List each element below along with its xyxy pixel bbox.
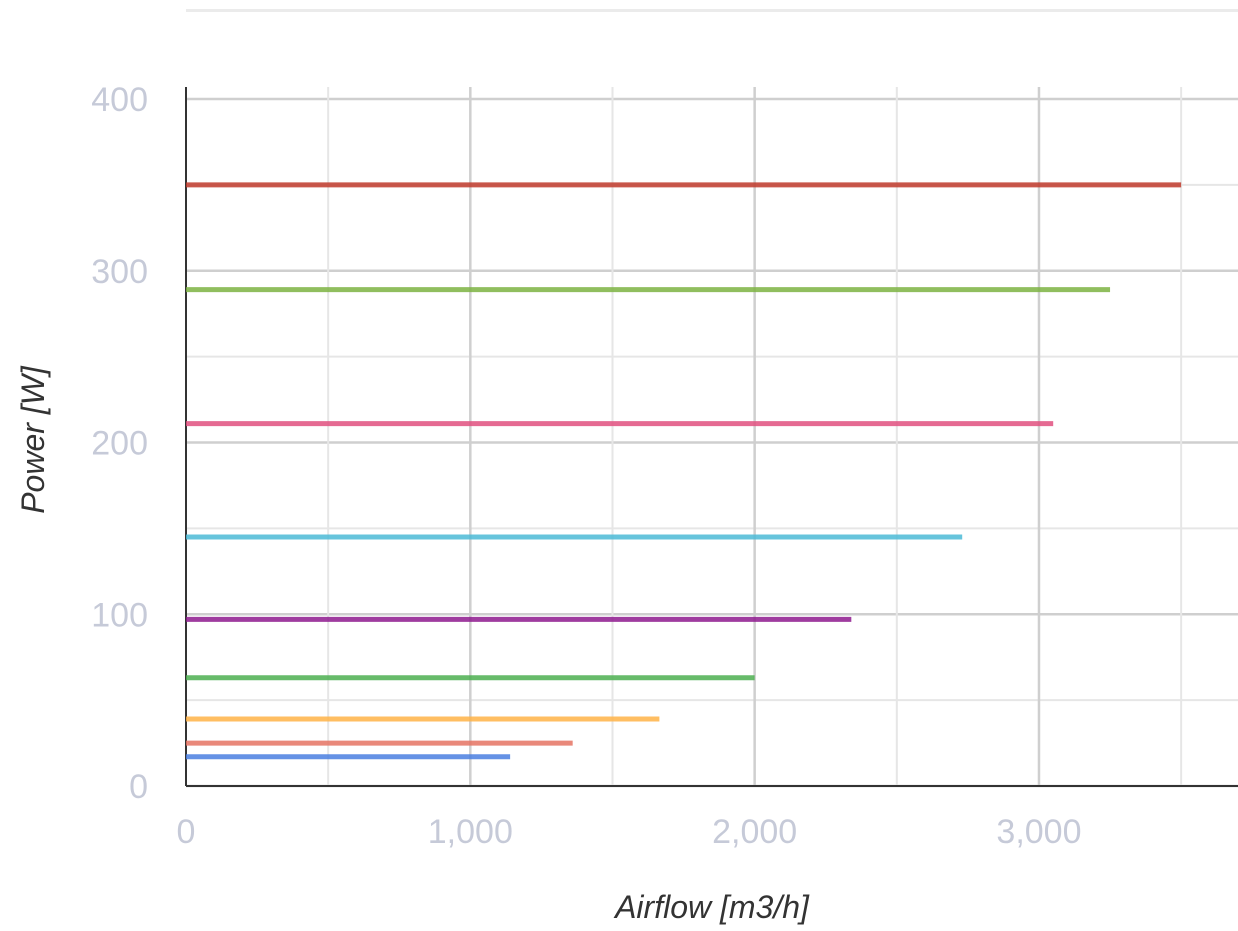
top-border-line bbox=[186, 9, 1238, 12]
y-tick-label: 0 bbox=[129, 768, 148, 806]
x-tick-label: 3,000 bbox=[996, 813, 1081, 851]
y-tick-label: 100 bbox=[91, 596, 148, 634]
x-tick-label: 1,000 bbox=[428, 813, 513, 851]
x-tick-label: 0 bbox=[177, 813, 196, 851]
x-axis-title: Airflow [m3/h] bbox=[613, 889, 810, 925]
y-tick-label: 300 bbox=[91, 253, 148, 291]
y-tick-label: 200 bbox=[91, 425, 148, 463]
x-tick-labels: 0 1,000 2,000 3,000 bbox=[177, 813, 1082, 851]
x-tick-label: 2,000 bbox=[712, 813, 797, 851]
series-layer bbox=[186, 182, 1182, 760]
y-axis-title: Power [W] bbox=[15, 365, 51, 514]
y-tick-labels: 0 100 200 300 400 bbox=[91, 81, 148, 806]
y-tick-label: 400 bbox=[91, 81, 148, 119]
grid bbox=[186, 87, 1238, 788]
